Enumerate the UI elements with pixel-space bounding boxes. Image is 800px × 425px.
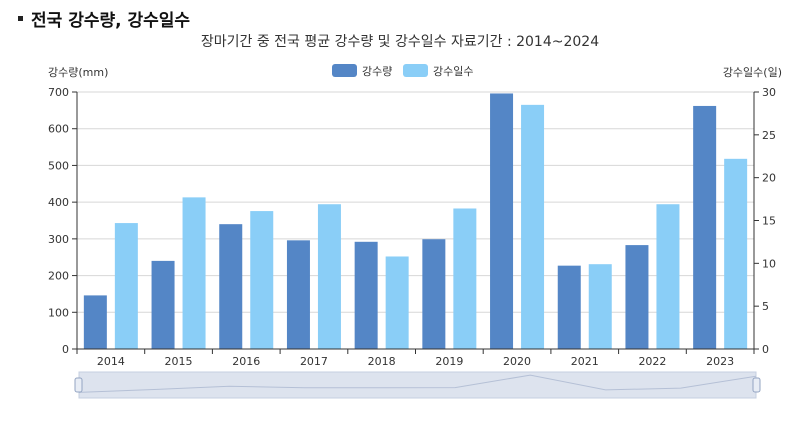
y-axis-right-label: 강수일수(일) bbox=[723, 65, 782, 79]
x-tick-label: 2019 bbox=[435, 355, 463, 368]
y-left-tick-label: 300 bbox=[48, 233, 69, 246]
x-tick-label: 2022 bbox=[638, 355, 666, 368]
y-left-tick-label: 0 bbox=[62, 343, 69, 356]
bar-rain-days-2015[interactable] bbox=[182, 197, 206, 349]
x-tick-label: 2017 bbox=[300, 355, 328, 368]
bar-rainfall-2021[interactable] bbox=[557, 265, 581, 349]
bar-rainfall-2014[interactable] bbox=[83, 295, 107, 349]
y-right-tick-label: 0 bbox=[762, 343, 769, 356]
zoom-handle-left[interactable] bbox=[74, 377, 83, 393]
bar-rain-days-2018[interactable] bbox=[385, 256, 409, 349]
chart-legend[interactable]: 강수량 강수일수 bbox=[332, 64, 473, 78]
legend-swatch-rainfall[interactable] bbox=[332, 64, 357, 77]
bar-rainfall-2018[interactable] bbox=[354, 241, 378, 349]
y-right-tick-label: 20 bbox=[762, 172, 776, 185]
bar-rain-days-2014[interactable] bbox=[114, 223, 138, 349]
y-left-tick-label: 100 bbox=[48, 306, 69, 319]
y-right-tick-label: 30 bbox=[762, 86, 776, 99]
zoom-slider-track[interactable] bbox=[78, 371, 757, 399]
axes-group: 0 100 200 300 400 500 600 700 0 5 10 15 20 25 30 2014 20… bbox=[48, 86, 776, 368]
bar-rain-days-2020[interactable] bbox=[521, 104, 545, 349]
bar-rainfall-2019[interactable] bbox=[422, 239, 446, 349]
bar-rain-days-2023[interactable] bbox=[724, 158, 748, 349]
bar-rain-days-2019[interactable] bbox=[453, 208, 477, 349]
x-tick-label: 2021 bbox=[571, 355, 599, 368]
bar-rainfall-2016[interactable] bbox=[219, 224, 243, 349]
bar-rainfall-2015[interactable] bbox=[151, 260, 175, 349]
grid-lines bbox=[77, 91, 754, 313]
y-left-tick-label: 700 bbox=[48, 86, 69, 99]
y-right-tick-label: 5 bbox=[762, 300, 769, 313]
bar-rainfall-2017[interactable] bbox=[286, 240, 310, 349]
x-tick-label: 2020 bbox=[503, 355, 531, 368]
bar-rain-days-2022[interactable] bbox=[656, 204, 680, 349]
y-right-tick-label: 25 bbox=[762, 129, 776, 142]
page-title: 전국 강수량, 강수일수 bbox=[31, 11, 191, 31]
chart-title: 장마기간 중 전국 평균 강수량 및 강수일수 자료기간 : 2014~2024 bbox=[201, 34, 599, 50]
y-axis-left-label: 강수량(mm) bbox=[48, 66, 108, 79]
bar-rain-days-2017[interactable] bbox=[317, 204, 341, 349]
legend-swatch-rain-days[interactable] bbox=[403, 64, 428, 77]
bar-rainfall-2022[interactable] bbox=[625, 245, 649, 349]
x-tick-label: 2016 bbox=[232, 355, 260, 368]
zoom-preview-line bbox=[78, 374, 757, 393]
x-tick-label: 2014 bbox=[97, 355, 125, 368]
x-tick-label: 2018 bbox=[368, 355, 396, 368]
legend-label-rainfall[interactable]: 강수량 bbox=[362, 65, 392, 78]
y-left-tick-label: 600 bbox=[48, 123, 69, 136]
bullet-icon bbox=[18, 16, 23, 21]
zoom-slider[interactable] bbox=[74, 371, 761, 399]
zoom-handle-right[interactable] bbox=[752, 377, 761, 393]
x-tick-label: 2015 bbox=[165, 355, 193, 368]
bar-rain-days-2021[interactable] bbox=[588, 264, 612, 349]
bar-rainfall-2020[interactable] bbox=[490, 93, 514, 350]
y-right-tick-label: 10 bbox=[762, 257, 776, 270]
y-right-tick-label: 15 bbox=[762, 215, 776, 228]
bars-group bbox=[83, 93, 748, 350]
y-left-tick-label: 500 bbox=[48, 159, 69, 172]
page-header: 전국 강수량, 강수일수 bbox=[18, 6, 190, 31]
legend-label-rain-days[interactable]: 강수일수 bbox=[433, 64, 473, 78]
x-tick-label: 2023 bbox=[706, 355, 734, 368]
bar-rainfall-2023[interactable] bbox=[693, 105, 717, 349]
y-left-tick-label: 400 bbox=[48, 196, 69, 209]
bar-rain-days-2016[interactable] bbox=[250, 211, 274, 349]
y-left-tick-label: 200 bbox=[48, 270, 69, 283]
